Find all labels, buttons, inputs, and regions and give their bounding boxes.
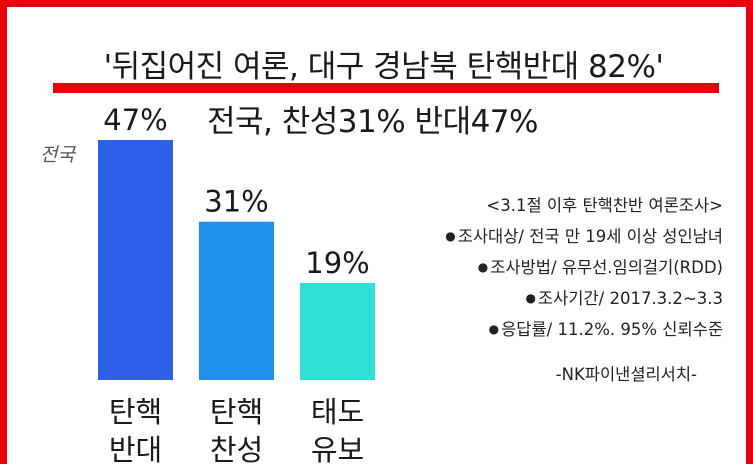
- bar-value-label: 31%: [204, 185, 268, 219]
- region-label: 전국: [40, 144, 75, 166]
- bar-value-label: 19%: [305, 246, 369, 280]
- bar-value-label: 47%: [103, 103, 167, 137]
- category-label: 찬성: [210, 433, 263, 467]
- bullet-dot-icon: ●: [525, 291, 536, 305]
- category-label: 태도: [311, 395, 364, 429]
- category-label: 반대: [109, 433, 162, 467]
- survey-note-line: ● 조사기간/ 2017.3.2~3.3: [525, 289, 723, 308]
- survey-note-line: ● 조사방법/ 유무선.임의걸기(RDD): [477, 258, 723, 277]
- survey-notes: <3.1절 이후 탄핵찬반 여론조사> ● 조사대상/ 전국 만 19세 이상 성…: [445, 190, 723, 390]
- bar: [300, 282, 375, 380]
- headline-title: '뒤집어진 여론, 대구 경남북 탄핵반대 82%': [103, 49, 664, 85]
- survey-source: -NK파이낸셜리서치-: [555, 365, 697, 384]
- category-label: 탄핵: [109, 395, 162, 429]
- bar: [199, 221, 274, 380]
- bar: [98, 140, 173, 380]
- survey-note-line: ● 응답률/ 11.2%. 95% 신뢰수준: [488, 320, 723, 339]
- category-label: 탄핵: [210, 395, 263, 429]
- bullet-dot-icon: ●: [477, 260, 489, 274]
- chart-subtitle: 전국, 찬성31% 반대47%: [207, 104, 539, 140]
- category-label: 유보: [311, 433, 364, 467]
- bullet-dot-icon: ●: [445, 229, 456, 243]
- survey-note-line: ● 조사대상/ 전국 만 19세 이상 성인남녀: [445, 227, 723, 246]
- headline-underline: [53, 83, 719, 93]
- survey-notes-heading: <3.1절 이후 탄핵찬반 여론조사>: [486, 196, 723, 215]
- bullet-dot-icon: ●: [488, 322, 500, 336]
